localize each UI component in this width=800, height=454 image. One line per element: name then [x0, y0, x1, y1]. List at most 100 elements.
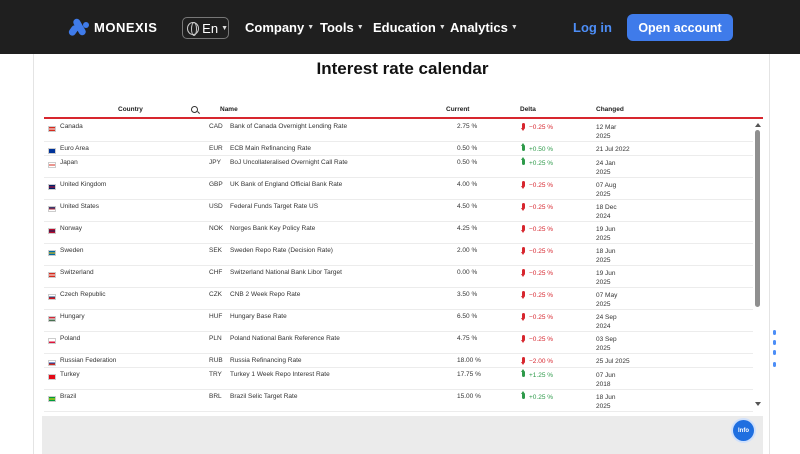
currency-code-cell: NOK — [209, 225, 224, 232]
changed-date-cell: 19 Jun 2025 — [596, 226, 616, 242]
delta-cell: +0.25 % — [521, 391, 554, 401]
delta-value: +1.25 % — [529, 372, 554, 379]
delta-value: −0.25 % — [529, 182, 554, 189]
arrow-up-icon — [521, 157, 525, 165]
flag-icon — [48, 228, 56, 234]
column-header-delta[interactable]: Delta — [520, 106, 536, 113]
flag-icon — [48, 148, 56, 154]
column-header-country[interactable]: Country — [118, 106, 143, 113]
table-scrollbar[interactable] — [753, 120, 763, 410]
currency-code-cell: USD — [209, 203, 223, 210]
currency-code-cell: CAD — [209, 123, 223, 130]
table-row[interactable]: United Kingdom GBP UK Bank of England Offi… — [44, 178, 753, 200]
scroll-up-icon[interactable] — [755, 123, 761, 127]
country-cell: Norway — [60, 225, 83, 232]
delta-cell: −0.25 % — [521, 269, 553, 277]
flag-icon — [48, 126, 56, 132]
language-selector[interactable]: En ▼ — [182, 17, 229, 39]
changed-date-cell: 07 Aug 2025 — [596, 182, 617, 198]
search-icon[interactable] — [191, 106, 198, 113]
delta-value: +0.25 % — [529, 394, 554, 401]
currency-code-cell: RUB — [209, 357, 223, 364]
table-row[interactable]: Sweden SEK Sweden Repo Rate (Decision Rate… — [44, 244, 753, 266]
flag-icon — [48, 338, 56, 344]
rate-name-cell: Norges Bank Key Policy Rate — [230, 225, 316, 232]
country-cell: United Kingdom — [60, 181, 107, 188]
currency-code-cell: TRY — [209, 371, 222, 378]
header-divider — [44, 117, 763, 119]
country-cell: Euro Area — [60, 145, 89, 152]
login-link[interactable]: Log in — [573, 20, 612, 35]
rate-name-cell: BoJ Uncollateralised Overnight Call Rate — [230, 159, 348, 166]
rate-name-cell: UK Bank of England Official Bank Rate — [230, 181, 343, 188]
delta-value: −0.25 % — [529, 124, 554, 131]
menu-education-label: Education — [373, 20, 436, 35]
table-row[interactable]: Hungary HUF Hungary Base Rate 6.50 % −0.25 %… — [44, 310, 753, 332]
current-rate-cell: 0.50 % — [457, 159, 478, 166]
menu-analytics[interactable]: Analytics ▼ — [450, 20, 518, 35]
delta-cell: −0.25 % — [521, 335, 554, 343]
scroll-down-icon[interactable] — [755, 402, 761, 406]
table-row[interactable]: Japan JPY BoJ Uncollateralised Overnight C… — [44, 156, 753, 178]
delta-value: +0.25 % — [529, 160, 554, 167]
table-row[interactable]: Russian Federation RUB Russia Refinancing … — [44, 354, 753, 368]
table-row[interactable]: Brazil BRL Brazil Selic Target Rate 15.00 %… — [44, 390, 753, 412]
rate-name-cell: Poland National Bank Reference Rate — [230, 335, 340, 342]
changed-date-cell: 12 Mar 2025 — [596, 124, 617, 140]
flag-icon — [48, 184, 56, 190]
country-cell: Switzerland — [60, 269, 94, 276]
column-header-name[interactable]: Name — [220, 106, 238, 113]
country-cell: Sweden — [60, 247, 84, 254]
currency-code-cell: HUF — [209, 313, 223, 320]
country-cell: Japan — [60, 159, 78, 166]
current-rate-cell: 2.75 % — [457, 123, 478, 130]
changed-date-cell: 18 Jun 2025 — [596, 248, 616, 264]
table-row[interactable]: Czech Republic CZK CNB 2 Week Repo Rate 3.5… — [44, 288, 753, 310]
current-rate-cell: 15.00 % — [457, 393, 481, 400]
table-row[interactable]: Poland PLN Poland National Bank Reference … — [44, 332, 753, 354]
column-header-changed[interactable]: Changed — [596, 106, 624, 113]
arrow-up-icon — [521, 391, 525, 399]
table-row[interactable]: Canada CAD Bank of Canada Overnight Lendin… — [44, 120, 753, 142]
table-row[interactable]: United States USD Federal Funds Target Rat… — [44, 200, 753, 222]
table-header: Country Name Current Delta Changed — [44, 104, 763, 118]
table-row[interactable]: Norway NOK Norges Bank Key Policy Rate 4.25… — [44, 222, 753, 244]
content-card: Interest rate calendar Country Name Curr… — [33, 54, 770, 454]
table-row[interactable]: Switzerland CHF Switzerland National Bank … — [44, 266, 753, 288]
menu-tools-label: Tools — [320, 20, 354, 35]
chevron-down-icon: ▼ — [438, 24, 446, 31]
rate-name-cell: Brazil Selic Target Rate — [230, 393, 298, 400]
menu-tools[interactable]: Tools ▼ — [320, 20, 364, 35]
table-row[interactable]: Turkey TRY Turkey 1 Week Repo Interest Rat… — [44, 368, 753, 390]
rate-name-cell: ECB Main Refinancing Rate — [230, 145, 311, 152]
brand-logo[interactable]: MONEXIS — [67, 17, 157, 38]
arrow-down-icon — [521, 291, 525, 299]
menu-company-label: Company — [245, 20, 305, 35]
menu-education[interactable]: Education ▼ — [373, 20, 446, 35]
menu-company[interactable]: Company ▼ — [245, 20, 314, 35]
arrow-down-icon — [521, 313, 525, 321]
current-rate-cell: 4.25 % — [457, 225, 478, 232]
chevron-down-icon: ▼ — [510, 24, 518, 31]
info-button[interactable]: Info — [733, 420, 754, 441]
flag-icon — [48, 162, 56, 168]
rate-name-cell: CNB 2 Week Repo Rate — [230, 291, 301, 298]
changed-date-cell: 07 May 2025 — [596, 292, 618, 308]
delta-value: −0.25 % — [529, 336, 554, 343]
flag-icon — [48, 272, 56, 278]
rate-name-cell: Federal Funds Target Rate US — [230, 203, 319, 210]
current-rate-cell: 6.50 % — [457, 313, 478, 320]
scroll-thumb[interactable] — [755, 130, 760, 307]
changed-date-cell: 18 Dec 2024 — [596, 204, 617, 220]
open-account-button[interactable]: Open account — [627, 14, 733, 41]
globe-icon — [187, 21, 200, 36]
country-cell: Canada — [60, 123, 83, 130]
column-header-current[interactable]: Current — [446, 106, 470, 113]
language-label: En — [202, 20, 219, 36]
current-rate-cell: 2.00 % — [457, 247, 478, 254]
delta-value: −0.25 % — [529, 314, 554, 321]
table-row[interactable]: Euro Area EUR ECB Main Refinancing Rate 0.5… — [44, 142, 753, 156]
changed-date-cell: 25 Jul 2025 — [596, 358, 630, 365]
currency-code-cell: BRL — [209, 393, 222, 400]
footer-bar — [42, 416, 763, 454]
